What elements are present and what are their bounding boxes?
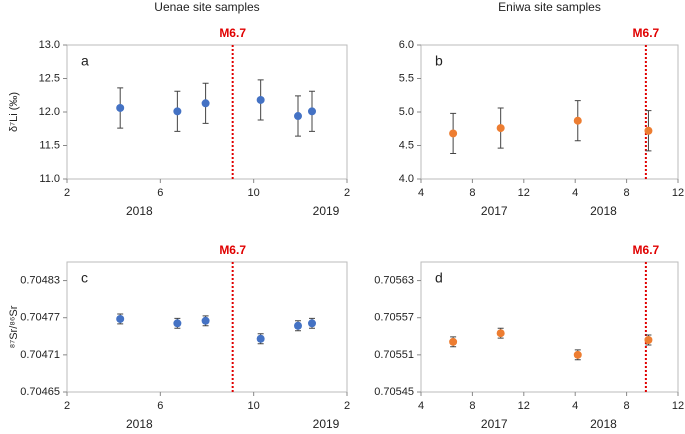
data-point <box>201 99 210 108</box>
data-point <box>116 314 125 323</box>
plot-frame <box>420 44 679 180</box>
data-point <box>496 329 505 338</box>
y-tick-label: 12.5 <box>39 72 60 84</box>
panel-letter: a <box>81 53 89 69</box>
x-tick-label: 4 <box>418 187 424 199</box>
x-tick-label: 12 <box>518 187 530 199</box>
plot-frame <box>66 261 348 393</box>
y-tick-label: 0.70545 <box>374 386 414 398</box>
x-tick-label: 12 <box>518 400 530 412</box>
data-point <box>201 316 210 325</box>
x-tick-label: 10 <box>248 187 260 199</box>
year-label: 2018 <box>590 417 617 431</box>
y-tick-label: 0.70551 <box>374 349 414 361</box>
y-tick-label: 0.70483 <box>20 274 60 286</box>
y-tick-label: 5.0 <box>399 106 414 118</box>
year-label: 2018 <box>126 204 153 218</box>
x-tick-label: 4 <box>572 187 578 199</box>
panel-letter: d <box>435 270 443 286</box>
year-label: 2019 <box>313 204 340 218</box>
year-label: 2017 <box>481 417 508 431</box>
data-point <box>256 95 265 104</box>
panel-letter: b <box>435 53 443 69</box>
data-point <box>449 337 458 346</box>
panel-letter: c <box>81 270 88 286</box>
x-tick-label: 12 <box>672 400 684 412</box>
y-tick-label: 12.0 <box>39 106 60 118</box>
plot-frame <box>66 44 348 180</box>
column-title: Eniwa site samples <box>498 0 601 14</box>
data-point <box>573 116 582 125</box>
year-label: 2018 <box>126 417 153 431</box>
y-tick-label: 4.5 <box>399 139 414 151</box>
data-point <box>256 334 265 343</box>
year-label: 2017 <box>481 204 508 218</box>
year-label: 2018 <box>590 204 617 218</box>
data-point <box>449 129 458 138</box>
y-tick-label: 0.70471 <box>20 349 60 361</box>
data-point <box>173 107 182 116</box>
x-tick-label: 10 <box>248 400 260 412</box>
data-point <box>294 112 302 121</box>
x-tick-label: 2 <box>344 187 350 199</box>
data-point <box>496 124 505 133</box>
y-tick-label: 11.0 <box>39 173 60 185</box>
data-point <box>644 126 653 135</box>
event-label: M6.7 <box>219 243 246 257</box>
event-label: M6.7 <box>219 26 246 40</box>
y-tick-label: 0.70477 <box>20 312 60 324</box>
x-tick-label: 2 <box>344 400 350 412</box>
data-point <box>116 103 125 112</box>
y-tick-label: 13.0 <box>39 39 60 51</box>
x-tick-label: 8 <box>469 187 475 199</box>
y-tick-label: 11.5 <box>39 139 60 151</box>
y-axis-label: δ⁷Li (‰) <box>8 92 20 132</box>
event-label: M6.7 <box>633 243 660 257</box>
data-point <box>573 350 582 359</box>
column-title: Uenae site samples <box>154 0 259 14</box>
y-tick-label: 5.5 <box>399 72 414 84</box>
x-tick-label: 2 <box>64 187 70 199</box>
x-tick-label: 2 <box>64 400 70 412</box>
x-tick-label: 8 <box>624 187 630 199</box>
y-tick-label: 0.70563 <box>374 274 414 286</box>
y-tick-label: 0.70465 <box>20 386 60 398</box>
y-tick-label: 4.0 <box>399 173 414 185</box>
x-tick-label: 6 <box>157 400 163 412</box>
x-tick-label: 4 <box>572 400 578 412</box>
y-tick-label: 0.70557 <box>374 312 414 324</box>
x-tick-label: 4 <box>418 400 424 412</box>
event-label: M6.7 <box>633 26 660 40</box>
year-label: 2019 <box>313 417 340 431</box>
data-point <box>308 107 316 116</box>
x-tick-label: 6 <box>157 187 163 199</box>
data-point <box>173 319 182 328</box>
data-point <box>644 336 653 344</box>
y-tick-label: 6.0 <box>399 39 414 51</box>
data-point <box>308 319 316 328</box>
x-tick-label: 8 <box>469 400 475 412</box>
data-point <box>294 321 302 330</box>
x-tick-label: 8 <box>624 400 630 412</box>
x-tick-label: 12 <box>672 187 684 199</box>
y-axis-label: ⁸⁷Sr/⁸⁶Sr <box>8 305 20 348</box>
plot-frame <box>420 261 679 393</box>
